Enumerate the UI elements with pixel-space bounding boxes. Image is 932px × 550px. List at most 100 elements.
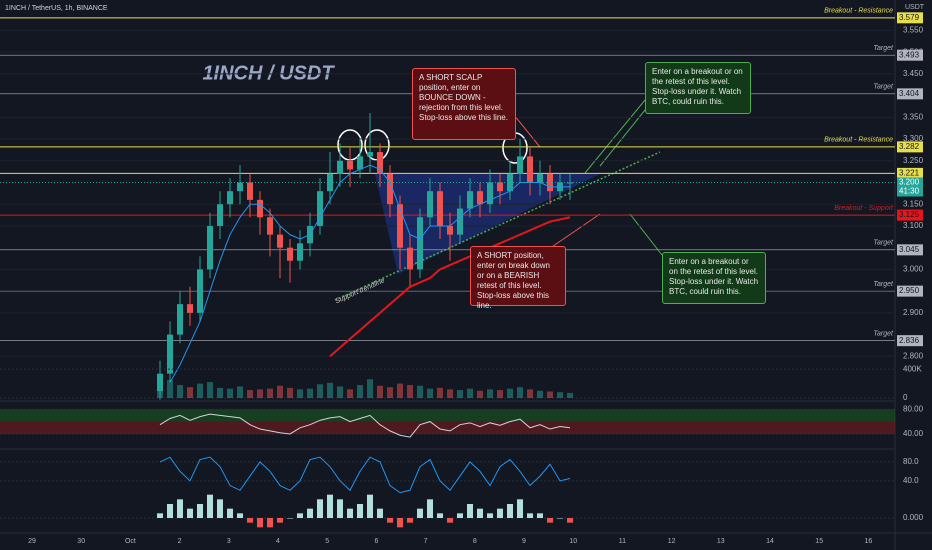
countdown-label: 41:30 <box>899 187 920 196</box>
volume-bar <box>407 385 413 398</box>
volume-bar <box>357 385 363 398</box>
volume-bar <box>167 379 173 398</box>
x-tick-label: 6 <box>374 538 378 545</box>
histogram-bar <box>217 499 223 518</box>
histogram-bar <box>457 513 463 518</box>
y-tick-label: 2.800 <box>903 351 924 360</box>
candle-body <box>537 173 543 183</box>
histogram-bar <box>247 518 253 523</box>
histogram-bar <box>537 513 543 518</box>
level-label: Breakout - Resistance <box>824 8 893 15</box>
candle-body <box>417 217 423 270</box>
histogram-bar <box>177 499 183 518</box>
candle-body <box>497 182 503 192</box>
candle-body <box>527 156 533 183</box>
y-tick-label: 3.550 <box>903 26 924 35</box>
volume-bar <box>497 390 503 398</box>
histogram-bar <box>187 508 193 518</box>
histogram-bar <box>417 508 423 518</box>
candle-body <box>517 156 523 174</box>
histogram-bar <box>317 499 323 518</box>
level-label: Breakout - Support <box>834 205 894 212</box>
volume-bar <box>207 382 213 398</box>
y-tick-label: 0 <box>903 393 908 402</box>
volume-bar <box>527 389 533 398</box>
histogram-bar <box>407 518 413 523</box>
volume-bar <box>347 389 353 398</box>
histogram-bar <box>567 518 573 523</box>
candle-body <box>477 191 483 205</box>
candle-body <box>447 225 453 235</box>
level-label: Target <box>873 240 894 247</box>
candle-body <box>367 152 373 157</box>
volume-bar <box>437 387 443 398</box>
histogram-bar <box>447 518 453 523</box>
level-label: Target <box>873 84 894 91</box>
volume-bar <box>267 388 273 398</box>
volume-bar <box>177 385 183 398</box>
candle-body <box>457 208 463 235</box>
volume-bar <box>307 388 313 398</box>
level-tag <box>897 49 923 61</box>
volume-bar <box>247 390 253 398</box>
volume-bar <box>337 386 343 398</box>
histogram-bar <box>497 508 503 518</box>
candle-body <box>207 225 213 270</box>
level-tag <box>897 285 923 297</box>
level-tag-label: 3.579 <box>899 13 920 22</box>
x-tick-label: 13 <box>717 538 725 545</box>
annotation-box: Enter on a breakout or on the retest of … <box>662 252 766 304</box>
histogram-bar <box>477 508 483 518</box>
y-tick-label: 3.350 <box>903 112 924 121</box>
x-tick-label: 10 <box>569 538 577 545</box>
level-label: Target <box>873 281 894 288</box>
candle-body <box>187 304 193 313</box>
volume-bar <box>387 387 393 398</box>
histogram-bar <box>227 508 233 518</box>
histogram-bar <box>157 513 163 518</box>
moving-average <box>169 164 570 383</box>
histogram-bar <box>397 518 403 528</box>
volume-bar <box>217 387 223 398</box>
histogram-bar <box>527 513 533 518</box>
candle-body <box>247 182 253 200</box>
histogram-bar <box>307 508 313 518</box>
x-tick-label: 3 <box>227 538 231 545</box>
volume-bar <box>327 382 333 398</box>
level-tag-label: 3.221 <box>899 168 920 177</box>
candle-body <box>357 156 363 170</box>
moving-average <box>329 216 571 358</box>
volume-bar <box>377 385 383 398</box>
volume-bar <box>397 383 403 398</box>
volume-bar <box>447 389 453 398</box>
pointer <box>629 213 663 256</box>
y-tick-label: 3.300 <box>903 134 924 143</box>
x-tick-label: 5 <box>325 538 329 545</box>
volume-bar <box>317 384 323 398</box>
candle-body <box>227 191 233 205</box>
candle-body <box>237 182 243 192</box>
x-tick-label: 4 <box>276 538 280 545</box>
volume-bar <box>427 388 433 398</box>
y-tick-label: 80.0 <box>903 457 919 466</box>
volume-bar <box>277 385 283 398</box>
annotation-box: A SHORT SCALP position, enter on BOUNCE … <box>412 68 516 140</box>
unit-label: USDT <box>905 4 925 11</box>
volume-bar <box>157 389 163 398</box>
candle-body <box>197 269 203 313</box>
level-tag <box>897 244 923 256</box>
histogram-bar <box>427 499 433 518</box>
level-tag <box>897 167 923 179</box>
histogram-bar <box>377 508 383 518</box>
histogram-bar <box>277 518 283 523</box>
candle-body <box>407 247 413 270</box>
candle-body <box>267 217 273 235</box>
volume-bar <box>237 386 243 398</box>
histogram-bar <box>287 518 293 519</box>
y-tick-label: 40.0 <box>903 476 919 485</box>
x-tick-label: 2 <box>178 538 182 545</box>
histogram-bar <box>297 513 303 518</box>
annotation-box: A SHORT position, enter on break down or… <box>470 246 566 310</box>
volume-bar <box>537 390 543 398</box>
